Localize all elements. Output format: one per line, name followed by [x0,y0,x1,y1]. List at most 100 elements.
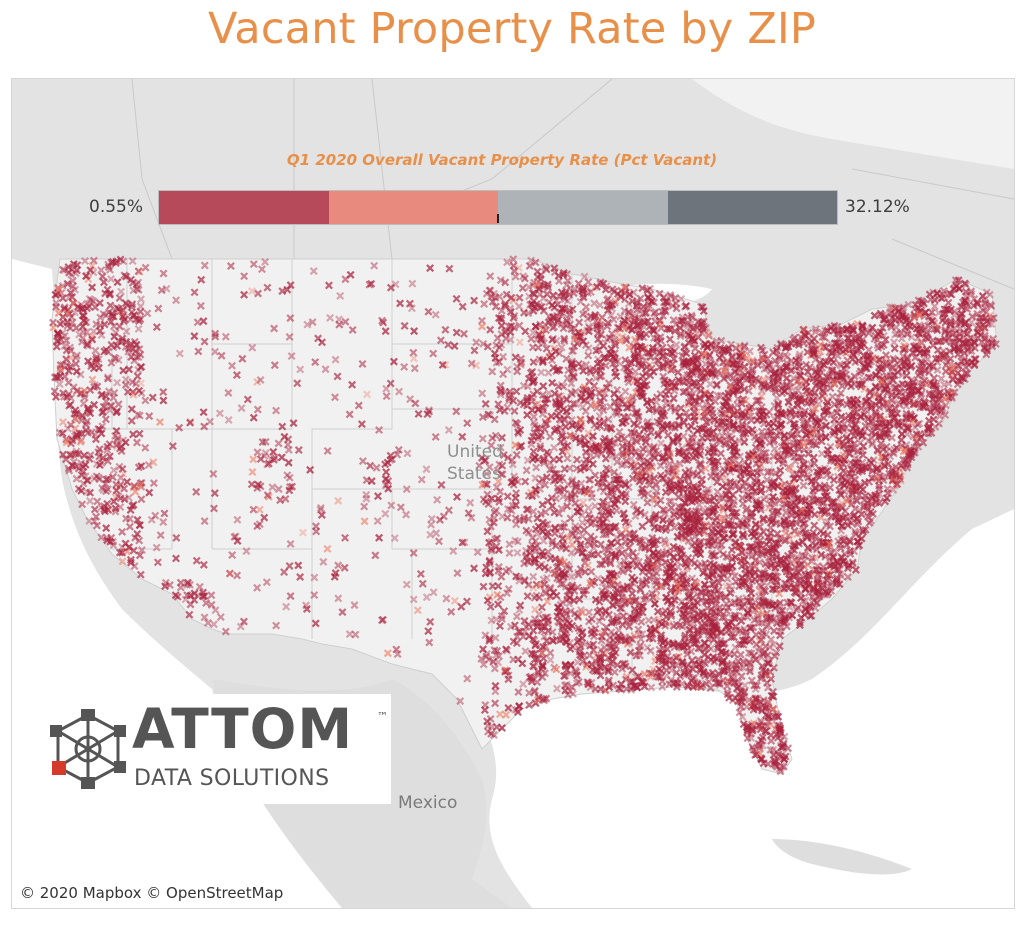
zip-marker[interactable] [667,503,676,512]
zip-marker[interactable] [762,540,771,549]
zip-marker[interactable] [133,372,142,381]
zip-marker[interactable] [66,324,75,333]
zip-marker[interactable] [99,278,108,287]
zip-marker[interactable] [954,350,962,359]
zip-marker[interactable] [263,283,272,292]
map-view[interactable]: United States Mexico Q1 2020 Overall Vac… [11,78,1015,909]
zip-marker[interactable] [228,361,237,370]
zip-marker[interactable] [567,683,576,692]
zip-marker[interactable] [766,500,775,509]
zip-marker[interactable] [531,486,540,494]
zip-marker[interactable] [485,515,494,524]
zip-marker[interactable] [491,431,500,440]
zip-marker[interactable] [392,645,401,654]
zip-marker[interactable] [575,595,584,604]
zip-marker[interactable] [79,328,88,337]
zip-marker[interactable] [127,352,136,361]
zip-marker[interactable] [464,509,473,518]
zip-marker[interactable] [92,521,101,530]
zip-marker[interactable] [478,413,487,422]
zip-marker[interactable] [541,480,550,489]
zip-marker[interactable] [539,454,548,463]
zip-marker[interactable] [268,483,277,492]
zip-marker[interactable] [695,394,704,403]
zip-marker[interactable] [706,644,715,653]
zip-marker[interactable] [467,513,476,522]
zip-marker[interactable] [487,616,496,625]
zip-marker[interactable] [160,509,169,518]
zip-marker[interactable] [56,361,65,369]
zip-marker[interactable] [778,606,787,615]
zip-marker[interactable] [985,290,994,299]
zip-marker[interactable] [560,485,569,494]
zip-marker[interactable] [755,396,764,405]
zip-marker[interactable] [781,508,790,517]
zip-marker[interactable] [531,537,540,546]
zip-marker[interactable] [513,367,522,376]
zip-marker[interactable] [382,392,391,401]
zip-marker[interactable] [51,392,60,401]
zip-marker[interactable] [632,651,641,660]
zip-marker[interactable] [128,257,137,266]
zip-marker[interactable] [628,434,636,443]
zip-marker[interactable] [200,613,209,622]
zip-marker[interactable] [903,330,912,339]
zip-marker[interactable] [249,260,258,269]
zip-marker[interactable] [114,400,123,409]
zip-marker[interactable] [413,606,422,615]
zip-marker[interactable] [285,562,294,570]
zip-marker[interactable] [433,495,442,504]
zip-marker[interactable] [485,286,494,295]
zip-marker[interactable] [636,584,645,593]
zip-marker[interactable] [868,323,877,332]
zip-marker[interactable] [621,387,630,396]
zip-marker[interactable] [767,467,776,476]
zip-marker[interactable] [137,295,146,304]
zip-marker[interactable] [739,663,748,672]
zip-marker[interactable] [331,355,340,364]
zip-marker[interactable] [311,358,320,367]
zip-marker[interactable] [539,382,548,391]
zip-marker[interactable] [242,547,251,556]
zip-marker[interactable] [578,518,587,527]
zip-marker[interactable] [429,349,438,358]
zip-marker[interactable] [641,356,650,365]
zip-marker[interactable] [885,303,894,312]
zip-marker[interactable] [321,365,330,374]
zip-marker[interactable] [358,360,367,368]
zip-marker[interactable] [636,641,645,650]
zip-marker[interactable] [78,334,87,343]
zip-marker[interactable] [755,558,764,567]
zip-marker[interactable] [159,396,168,405]
zip-marker[interactable] [280,568,289,577]
zip-marker[interactable] [837,490,845,499]
zip-marker[interactable] [371,551,380,560]
zip-marker[interactable] [555,618,564,627]
zip-marker[interactable] [550,264,559,273]
zip-marker[interactable] [504,703,513,712]
zip-marker[interactable] [89,256,98,265]
zip-marker[interactable] [659,311,668,320]
zip-marker[interactable] [135,551,144,560]
zip-marker[interactable] [719,506,728,515]
zip-marker[interactable] [482,469,491,478]
zip-marker[interactable] [728,353,737,362]
zip-marker[interactable] [622,403,631,412]
zip-marker[interactable] [513,548,522,557]
zip-marker[interactable] [697,466,706,475]
zip-marker[interactable] [444,426,453,435]
zip-marker[interactable] [59,450,68,459]
zip-marker[interactable] [130,356,139,365]
zip-marker[interactable] [636,461,645,470]
zip-marker[interactable] [253,405,262,414]
zip-marker[interactable] [504,322,513,331]
zip-marker[interactable] [757,618,766,627]
zip-marker[interactable] [147,515,156,524]
zip-marker[interactable] [599,406,608,415]
zip-marker[interactable] [200,261,209,270]
zip-marker[interactable] [496,443,505,452]
zip-marker[interactable] [249,413,258,422]
zip-marker[interactable] [607,311,616,320]
zip-marker[interactable] [511,536,520,545]
zip-marker[interactable] [375,533,384,542]
